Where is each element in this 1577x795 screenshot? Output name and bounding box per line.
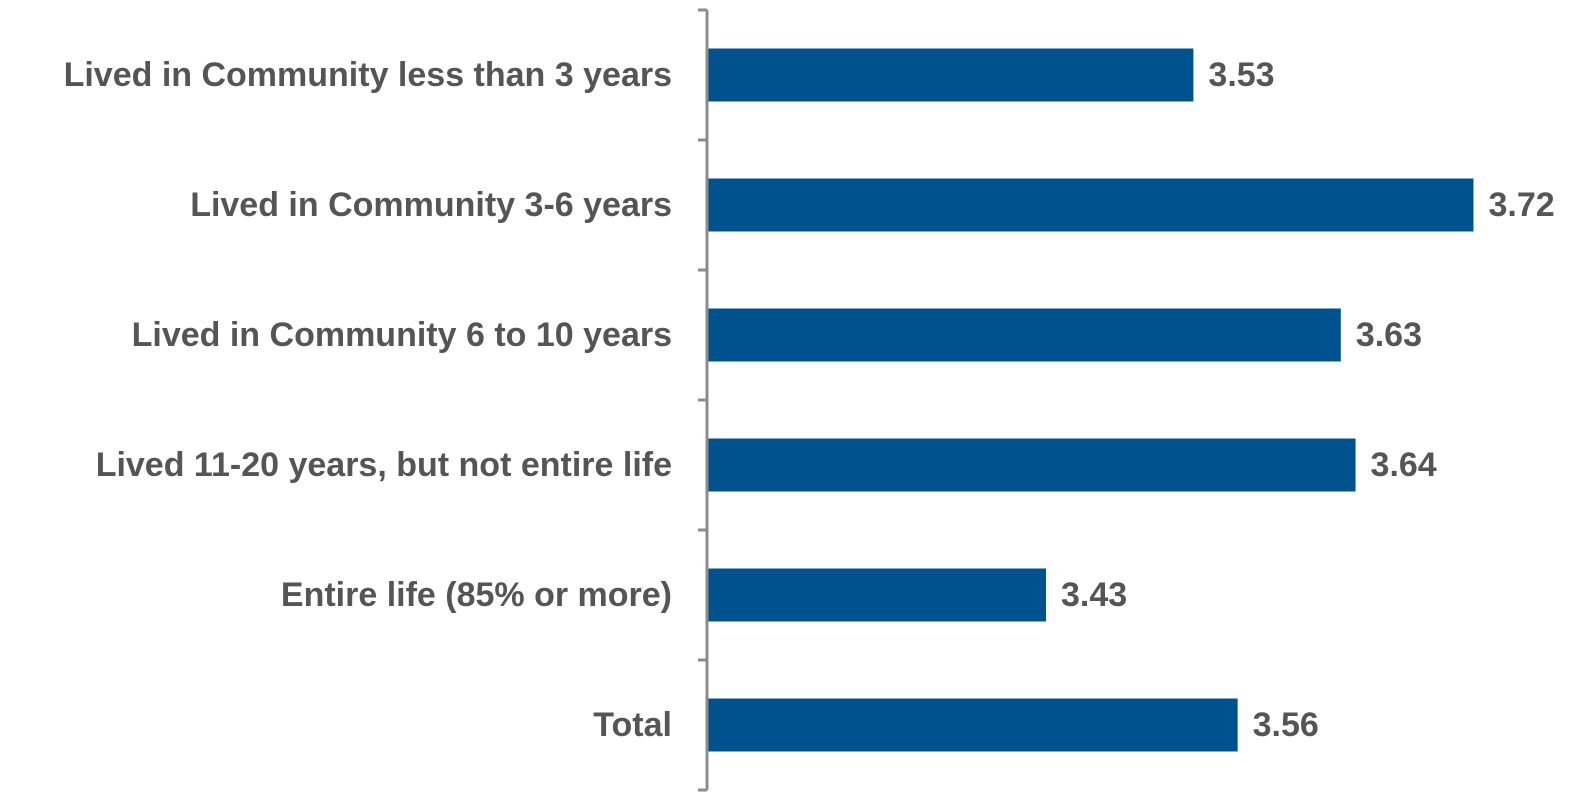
data-label: 3.53 [1208,56,1274,94]
category-labels: Lived in Community less than 3 years Live… [64,56,672,744]
category-label: Lived 11-20 years, but not entire life [96,446,672,484]
bars [707,48,1474,752]
y-axis [698,8,709,792]
data-label: 3.64 [1371,446,1437,484]
data-label: 3.56 [1253,706,1319,744]
category-label: Lived in Community 3-6 years [190,186,672,224]
data-label: 3.43 [1061,576,1127,614]
bar [707,438,1356,492]
category-label: Lived in Community less than 3 years [64,56,672,94]
data-label: 3.72 [1488,186,1554,224]
bar [707,308,1341,362]
category-label: Entire life (85% or more) [281,576,672,614]
bar [707,698,1238,752]
bar [707,568,1047,622]
bar [707,48,1194,102]
category-label: Total [593,706,672,744]
data-label: 3.63 [1356,316,1422,354]
value-labels: 3.53 3.72 3.63 3.64 3.43 3.56 [1061,56,1555,744]
bar [707,178,1474,232]
category-label: Lived in Community 6 to 10 years [132,316,672,354]
